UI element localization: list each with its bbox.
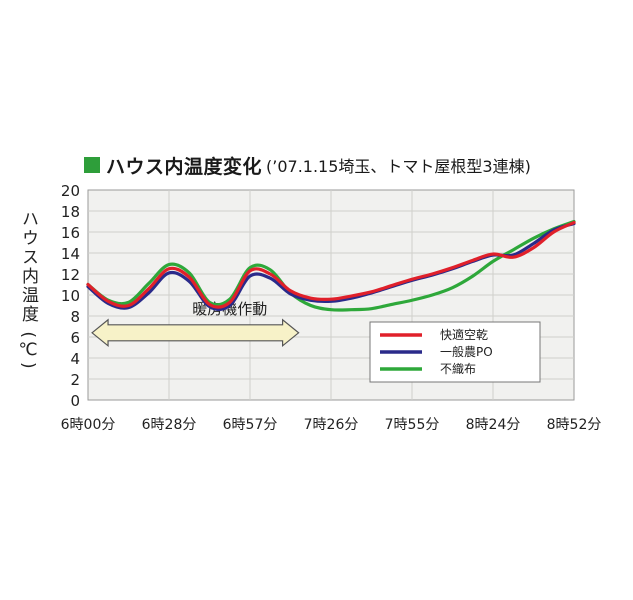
x-tick-label: 6時00分 bbox=[61, 417, 116, 433]
title-square-icon bbox=[84, 157, 100, 173]
x-tick-label: 7時26分 bbox=[304, 417, 359, 433]
legend-label: 不織布 bbox=[440, 362, 476, 376]
legend-label: 一般農PO bbox=[440, 344, 493, 359]
y-tick-label: 18 bbox=[61, 203, 80, 221]
y-tick-label: 8 bbox=[70, 308, 80, 326]
x-tick-label: 6時57分 bbox=[223, 417, 278, 433]
chart-title: ハウス内温度変化 bbox=[106, 155, 263, 178]
legend-label: 快適空乾 bbox=[440, 327, 488, 342]
y-tick-label: 20 bbox=[61, 182, 80, 200]
x-tick-label: 8時52分 bbox=[547, 417, 602, 433]
y-tick-label: 16 bbox=[61, 224, 80, 242]
y-tick-label: 14 bbox=[61, 245, 80, 263]
y-tick-label: 0 bbox=[70, 392, 80, 410]
series-line bbox=[86, 219, 576, 312]
x-tick-label: 7時55分 bbox=[385, 417, 440, 433]
x-tick-label: 6時28分 bbox=[142, 417, 197, 433]
y-tick-label: 10 bbox=[61, 287, 80, 305]
x-tick-label: 8時24分 bbox=[466, 417, 521, 433]
y-axis-label: ハウス内温度 (℃) bbox=[18, 210, 38, 371]
y-tick-label: 12 bbox=[61, 266, 80, 284]
y-tick-label: 2 bbox=[70, 371, 80, 389]
chart-subtitle: (’07.1.15埼玉、トマト屋根型3連棟) bbox=[266, 157, 531, 176]
y-tick-label: 4 bbox=[70, 350, 80, 368]
series-line bbox=[86, 220, 576, 309]
chart-title-row: ハウス内温度変化 (’07.1.15埼玉、トマト屋根型3連棟) bbox=[84, 152, 531, 178]
heating-period-arrow bbox=[91, 318, 300, 348]
y-tick-label: 6 bbox=[70, 329, 80, 347]
